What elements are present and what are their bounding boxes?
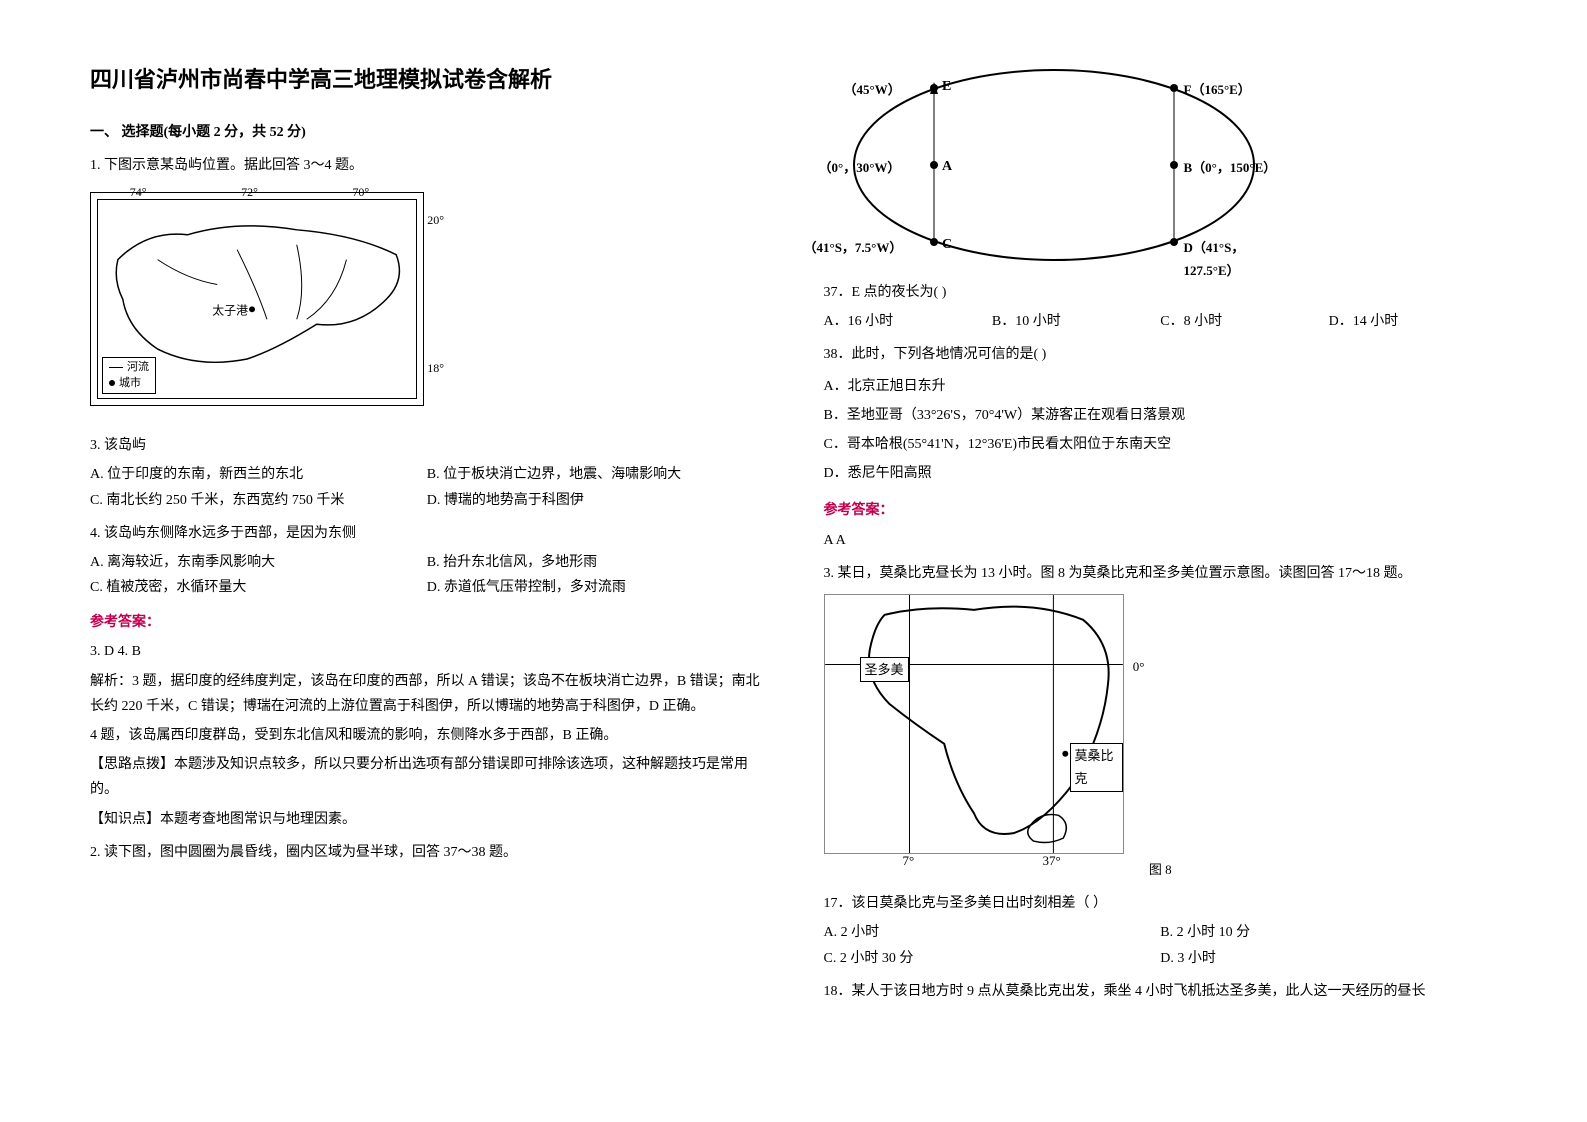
map1-lat-18: 18° [427,358,444,380]
q38-opt-a: A．北京正旭日东升 [824,374,1498,399]
legend-river-label: 河流 [127,360,149,375]
d2-left-bot: （41°S，7.5°W） [804,236,903,259]
answer-heading: 参考答案： [90,610,764,635]
d2-point-d: D（41°S，127.5°E） [1184,236,1284,283]
label-sdm: 圣多美 [860,657,909,682]
svg-text:C: C [942,237,952,252]
d2-point-b: B（0°，150°E） [1184,156,1277,179]
q37-opt-d: D．14 小时 [1329,309,1497,334]
q37-stem: 37．E 点的夜长为( ) [824,280,1498,305]
question-2-intro: 2. 读下图，图中圆圈为晨昏线，圈内区域为昼半球，回答 37～38 题。 [90,840,764,865]
q4-opt-d: D. 赤道低气压带控制，多对流雨 [427,575,764,600]
q3-opt-a: A. 位于印度的东南，新西兰的东北 [90,462,427,487]
label-lon37: 37° [1043,849,1061,872]
q18-stem: 18．某人于该日地方时 9 点从莫桑比克出发，乘坐 4 小时飞机抵达圣多美，此人… [824,979,1498,1004]
city-dot-icon [109,380,115,386]
q17-opt-a: A. 2 小时 [824,920,1161,945]
q37-opt-b: B．10 小时 [992,309,1160,334]
answer-34-p1: 解析：3 题，据印度的经纬度判定，该岛在印度的西部，所以 A 错误；该岛不在板块… [90,669,764,719]
label-msbk: 莫桑比克 [1070,743,1123,792]
map-africa-figure: 圣多美 莫桑比克 0° 7° 37° [824,594,1124,854]
q3-opt-c: C. 南北长约 250 千米，东西宽约 750 千米 [90,488,427,513]
terminator-diagram: E A C （45°W） （0°，30°W） （41°S，7.5°W） F（16… [824,60,1284,270]
q37-opt-a: A．16 小时 [824,309,992,334]
q38-opt-c: C．哥本哈根(55°41'N，12°36'E)市民看太阳位于东南天空 [824,432,1498,457]
river-icon [109,367,123,368]
answer-heading-2: 参考答案： [824,498,1498,523]
d2-left-mid: （0°，30°W） [819,156,901,179]
q17-opt-b: B. 2 小时 10 分 [1160,920,1497,945]
svg-text:A: A [942,159,953,174]
q17-opt-c: C. 2 小时 30 分 [824,946,1161,971]
d2-left-top: （45°W） [844,78,901,101]
q17-opt-d: D. 3 小时 [1160,946,1497,971]
page-title: 四川省泸州市尚春中学高三地理模拟试卷含解析 [90,60,764,100]
svg-text:太子港: 太子港 [212,303,248,317]
label-lon7: 7° [903,849,915,872]
q3-opt-d: D. 博瑞的地势高于科图伊 [427,488,764,513]
figure-8-caption: 图 8 [824,858,1498,881]
q3-stem: 3. 该岛屿 [90,433,764,458]
answer-34: 3. D 4. B [90,639,764,664]
q3-opt-b: B. 位于板块消亡边界，地震、海啸影响大 [427,462,764,487]
q38-stem: 38．此时，下列各地情况可信的是( ) [824,342,1498,367]
answer-34-p3: 【思路点拨】本题涉及知识点较多，所以只要分析出选项有部分错误即可排除该选项，这种… [90,752,764,802]
section-heading: 一、 选择题(每小题 2 分，共 52 分) [90,120,764,145]
d2-point-f: F（165°E） [1184,78,1251,101]
q4-stem: 4. 该岛屿东侧降水远多于西部，是因为东侧 [90,521,764,546]
label-lat0: 0° [1133,655,1145,678]
map-island-figure: 74° 72° 70° 20° 18° 太子港 河流 城市 [90,192,424,406]
map1-lat-20: 20° [427,210,444,232]
q38-opt-d: D．悉尼午阳高照 [824,461,1498,486]
q4-opt-b: B. 抬升东北信风，多地形雨 [427,550,764,575]
q4-opt-c: C. 植被茂密，水循环量大 [90,575,427,600]
svg-text:E: E [942,79,951,94]
q38-opt-b: B．圣地亚哥（33°26'S，70°4'W）某游客正在观看日落景观 [824,403,1498,428]
question-3b-intro: 3. 某日，莫桑比克昼长为 13 小时。图 8 为莫桑比克和圣多美位置示意图。读… [824,561,1498,586]
answer-37-38: A A [824,528,1498,553]
answer-34-p2: 4 题，该岛属西印度群岛，受到东北信风和暖流的影响，东侧降水多于西部，B 正确。 [90,723,764,748]
question-1-intro: 1. 下图示意某岛屿位置。据此回答 3～4 题。 [90,153,764,178]
q4-opt-a: A. 离海较近，东南季风影响大 [90,550,427,575]
map1-legend: 河流 城市 [102,357,156,394]
legend-city-label: 城市 [119,376,141,391]
answer-34-p4: 【知识点】本题考查地图常识与地理因素。 [90,807,764,832]
q37-opt-c: C．8 小时 [1160,309,1328,334]
q17-stem: 17．该日莫桑比克与圣多美日出时刻相差（ ） [824,891,1498,916]
